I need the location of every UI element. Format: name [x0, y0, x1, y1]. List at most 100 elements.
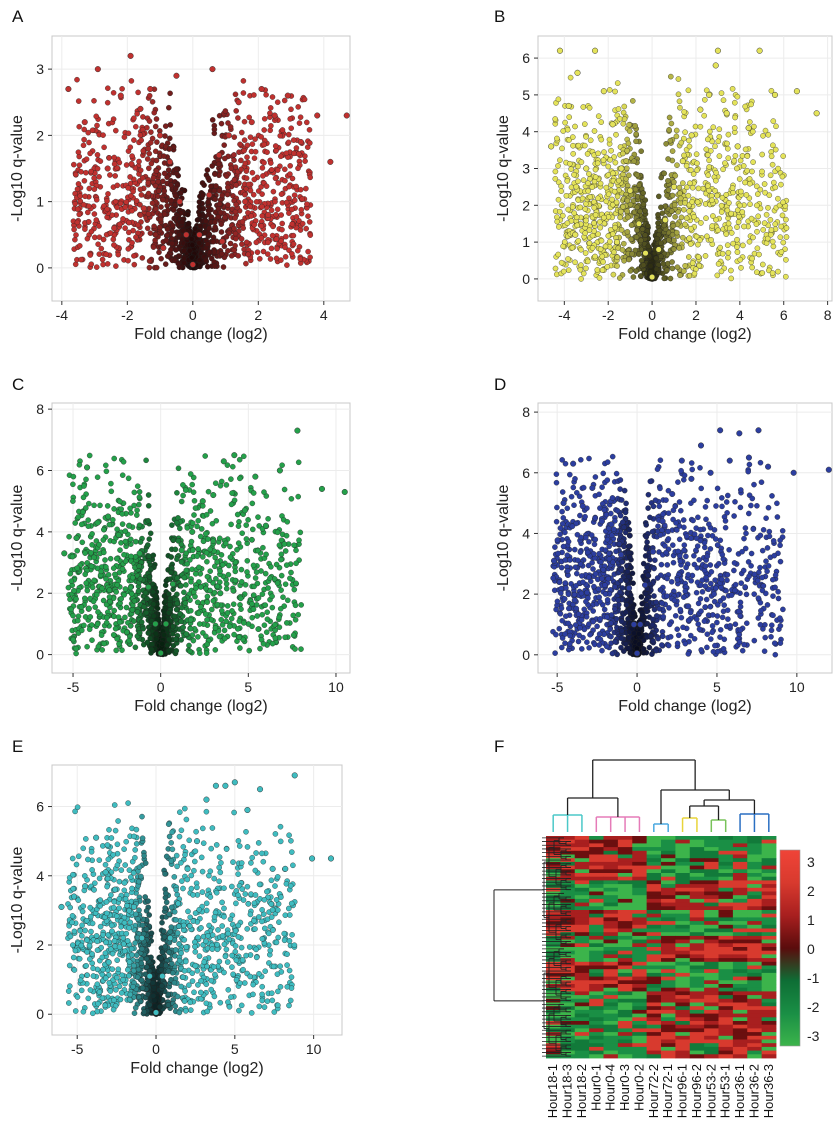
data-point	[129, 153, 135, 159]
data-point	[742, 103, 748, 110]
data-point	[272, 143, 279, 149]
data-point	[93, 197, 100, 203]
y-tick-label: 3	[522, 161, 530, 177]
data-point	[198, 526, 205, 532]
data-point	[140, 114, 146, 120]
data-point	[157, 650, 164, 657]
data-point	[552, 168, 559, 175]
x-tick-label: 0	[648, 307, 656, 323]
data-point	[703, 146, 710, 153]
data-point	[195, 546, 201, 552]
data-point	[136, 501, 142, 508]
data-point	[618, 208, 624, 215]
data-point	[96, 541, 102, 548]
data-point	[766, 192, 773, 198]
data-point	[676, 98, 683, 105]
data-point	[736, 176, 743, 182]
data-point	[193, 585, 199, 591]
data-point	[577, 204, 584, 211]
data-point	[586, 105, 593, 111]
data-point	[145, 542, 151, 548]
data-point	[243, 239, 250, 246]
data-point	[751, 123, 757, 130]
data-point	[286, 131, 292, 138]
data-point	[762, 189, 768, 196]
data-point	[174, 490, 180, 496]
data-point	[632, 123, 638, 129]
data-point	[79, 539, 86, 546]
data-point	[618, 165, 625, 172]
data-point	[164, 226, 171, 232]
data-point	[178, 583, 184, 589]
data-point	[222, 108, 229, 114]
data-point	[240, 78, 247, 84]
y-tick-label: 1	[36, 194, 44, 210]
data-point	[251, 92, 257, 98]
data-point	[640, 262, 647, 268]
data-point	[725, 249, 732, 256]
data-point	[658, 253, 664, 260]
data-point	[611, 249, 617, 255]
data-point	[116, 641, 122, 647]
data-point	[720, 166, 726, 173]
data-point	[267, 575, 273, 581]
data-point	[617, 486, 623, 492]
data-point	[685, 192, 692, 199]
data-point	[209, 117, 216, 123]
data-point	[714, 192, 720, 199]
data-point	[244, 142, 251, 149]
data-point	[769, 238, 776, 245]
data-point	[144, 156, 151, 162]
data-point	[706, 91, 713, 98]
data-point	[87, 614, 94, 620]
points-group	[61, 427, 348, 658]
data-point	[239, 241, 245, 247]
data-point	[130, 188, 136, 195]
data-point	[583, 134, 589, 140]
data-point	[296, 537, 302, 543]
data-point	[122, 614, 128, 621]
data-point	[753, 221, 760, 227]
data-point	[726, 200, 732, 206]
data-point	[88, 261, 95, 267]
data-point	[95, 241, 101, 247]
data-point	[257, 256, 263, 262]
data-point	[284, 620, 290, 626]
y-tick-label: 5	[522, 87, 530, 103]
data-point	[145, 503, 152, 509]
data-point	[115, 251, 121, 258]
data-point	[725, 220, 732, 227]
data-point	[265, 211, 272, 218]
data-point	[82, 614, 89, 620]
data-point	[135, 222, 141, 228]
data-point	[221, 635, 228, 642]
data-point	[247, 187, 254, 194]
data-point	[88, 168, 94, 175]
data-point	[104, 198, 110, 204]
data-point	[166, 648, 172, 654]
data-point	[91, 186, 98, 192]
data-point	[270, 223, 276, 230]
data-point	[586, 240, 593, 246]
data-point	[274, 167, 281, 173]
data-point	[775, 195, 781, 202]
data-point	[658, 174, 664, 181]
data-point	[673, 133, 680, 140]
data-point	[223, 482, 230, 488]
data-point	[139, 175, 146, 181]
data-point	[723, 231, 729, 237]
data-point	[670, 223, 677, 229]
x-tick-label: 0	[633, 679, 641, 695]
data-point	[756, 251, 762, 258]
data-point	[600, 88, 607, 95]
data-point	[666, 114, 673, 121]
data-point	[134, 609, 141, 615]
data-point	[134, 111, 140, 117]
data-point	[195, 634, 201, 640]
data-point	[621, 240, 627, 247]
data-point	[734, 143, 741, 150]
data-point	[148, 566, 154, 573]
data-point	[640, 201, 647, 208]
y-tick-label: 2	[36, 585, 44, 601]
data-point	[768, 634, 774, 640]
